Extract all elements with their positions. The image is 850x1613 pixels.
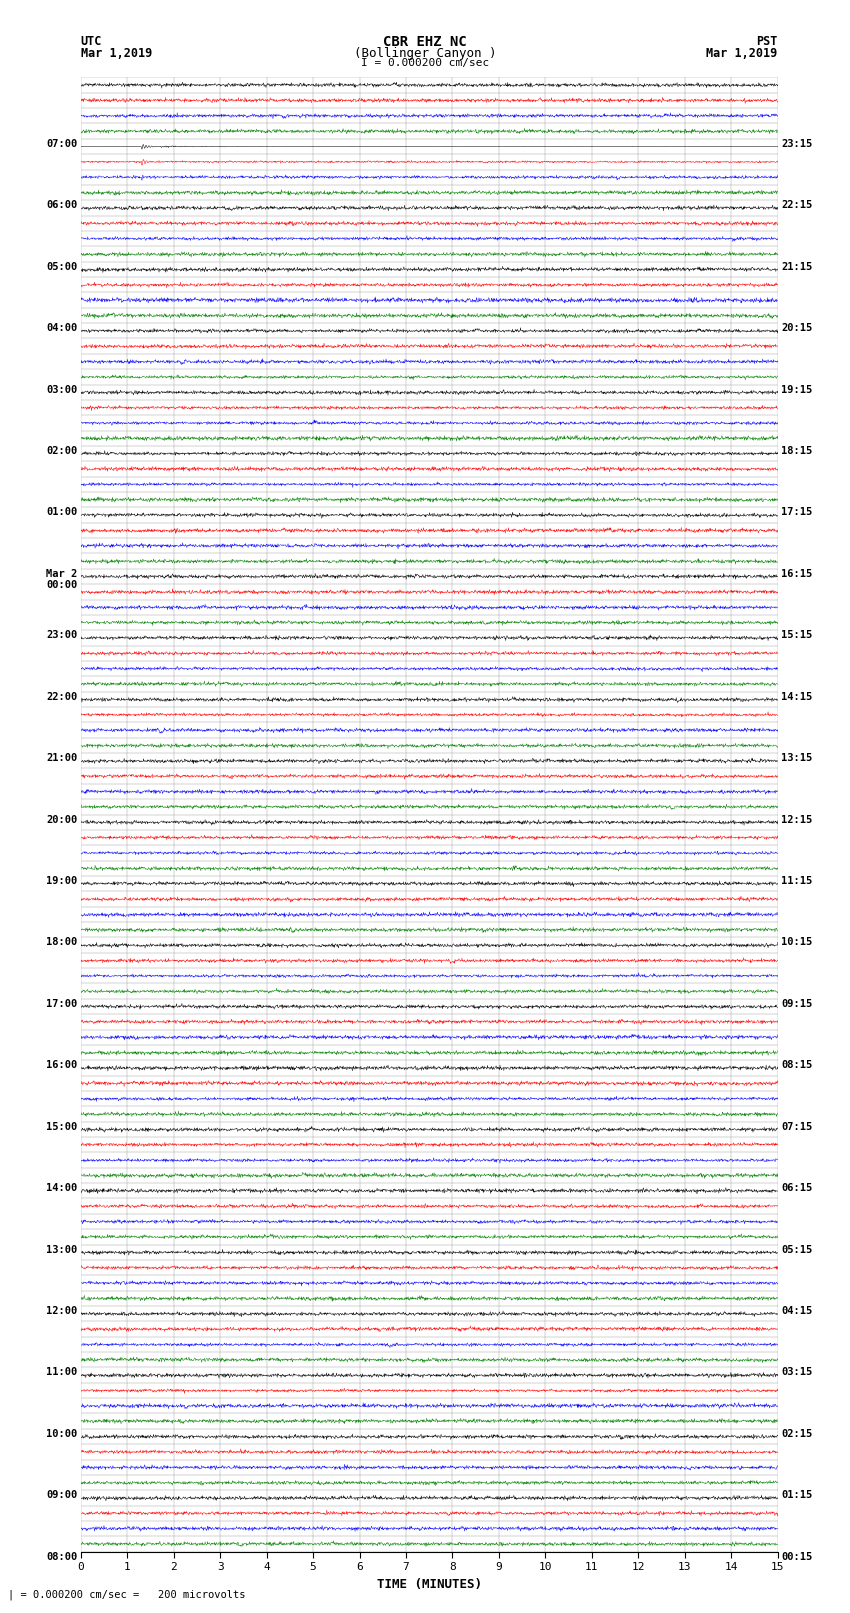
Text: 03:00: 03:00 xyxy=(46,384,77,395)
Text: Mar 1,2019: Mar 1,2019 xyxy=(81,47,152,60)
Text: I = 0.000200 cm/sec: I = 0.000200 cm/sec xyxy=(361,58,489,68)
Text: 08:00: 08:00 xyxy=(46,1552,77,1561)
Text: 02:00: 02:00 xyxy=(46,447,77,456)
Text: 04:15: 04:15 xyxy=(781,1307,813,1316)
Text: 06:00: 06:00 xyxy=(46,200,77,210)
Text: 16:15: 16:15 xyxy=(781,569,813,579)
Text: 13:15: 13:15 xyxy=(781,753,813,763)
Text: 17:15: 17:15 xyxy=(781,508,813,518)
Text: 08:15: 08:15 xyxy=(781,1060,813,1071)
Text: 20:00: 20:00 xyxy=(46,815,77,824)
Text: 03:15: 03:15 xyxy=(781,1368,813,1378)
Text: 12:00: 12:00 xyxy=(46,1307,77,1316)
X-axis label: TIME (MINUTES): TIME (MINUTES) xyxy=(377,1578,482,1590)
Text: 15:00: 15:00 xyxy=(46,1121,77,1132)
Text: 23:15: 23:15 xyxy=(781,139,813,148)
Text: 01:00: 01:00 xyxy=(46,508,77,518)
Text: 04:00: 04:00 xyxy=(46,323,77,334)
Text: 21:00: 21:00 xyxy=(46,753,77,763)
Text: Mar 1,2019: Mar 1,2019 xyxy=(706,47,778,60)
Text: 05:00: 05:00 xyxy=(46,261,77,271)
Text: 21:15: 21:15 xyxy=(781,261,813,271)
Text: 22:15: 22:15 xyxy=(781,200,813,210)
Text: Mar 2
00:00: Mar 2 00:00 xyxy=(46,569,77,590)
Text: 17:00: 17:00 xyxy=(46,998,77,1008)
Text: 15:15: 15:15 xyxy=(781,631,813,640)
Text: 19:00: 19:00 xyxy=(46,876,77,886)
Text: 09:15: 09:15 xyxy=(781,998,813,1008)
Text: UTC: UTC xyxy=(81,35,102,48)
Text: 19:15: 19:15 xyxy=(781,384,813,395)
Text: PST: PST xyxy=(756,35,778,48)
Text: 00:15: 00:15 xyxy=(781,1552,813,1561)
Text: | = 0.000200 cm/sec =   200 microvolts: | = 0.000200 cm/sec = 200 microvolts xyxy=(8,1589,246,1600)
Text: 16:00: 16:00 xyxy=(46,1060,77,1071)
Text: 01:15: 01:15 xyxy=(781,1490,813,1500)
Text: 11:00: 11:00 xyxy=(46,1368,77,1378)
Text: 02:15: 02:15 xyxy=(781,1429,813,1439)
Text: 05:15: 05:15 xyxy=(781,1245,813,1255)
Text: 07:00: 07:00 xyxy=(46,139,77,148)
Text: 20:15: 20:15 xyxy=(781,323,813,334)
Text: CBR EHZ NC: CBR EHZ NC xyxy=(383,35,467,50)
Text: 12:15: 12:15 xyxy=(781,815,813,824)
Text: 06:15: 06:15 xyxy=(781,1184,813,1194)
Text: 11:15: 11:15 xyxy=(781,876,813,886)
Text: 07:15: 07:15 xyxy=(781,1121,813,1132)
Text: 10:15: 10:15 xyxy=(781,937,813,947)
Text: 23:00: 23:00 xyxy=(46,631,77,640)
Text: (Bollinger Canyon ): (Bollinger Canyon ) xyxy=(354,47,496,60)
Text: 10:00: 10:00 xyxy=(46,1429,77,1439)
Text: 09:00: 09:00 xyxy=(46,1490,77,1500)
Text: 13:00: 13:00 xyxy=(46,1245,77,1255)
Text: 18:00: 18:00 xyxy=(46,937,77,947)
Text: 18:15: 18:15 xyxy=(781,447,813,456)
Text: 14:00: 14:00 xyxy=(46,1184,77,1194)
Text: 14:15: 14:15 xyxy=(781,692,813,702)
Text: 22:00: 22:00 xyxy=(46,692,77,702)
